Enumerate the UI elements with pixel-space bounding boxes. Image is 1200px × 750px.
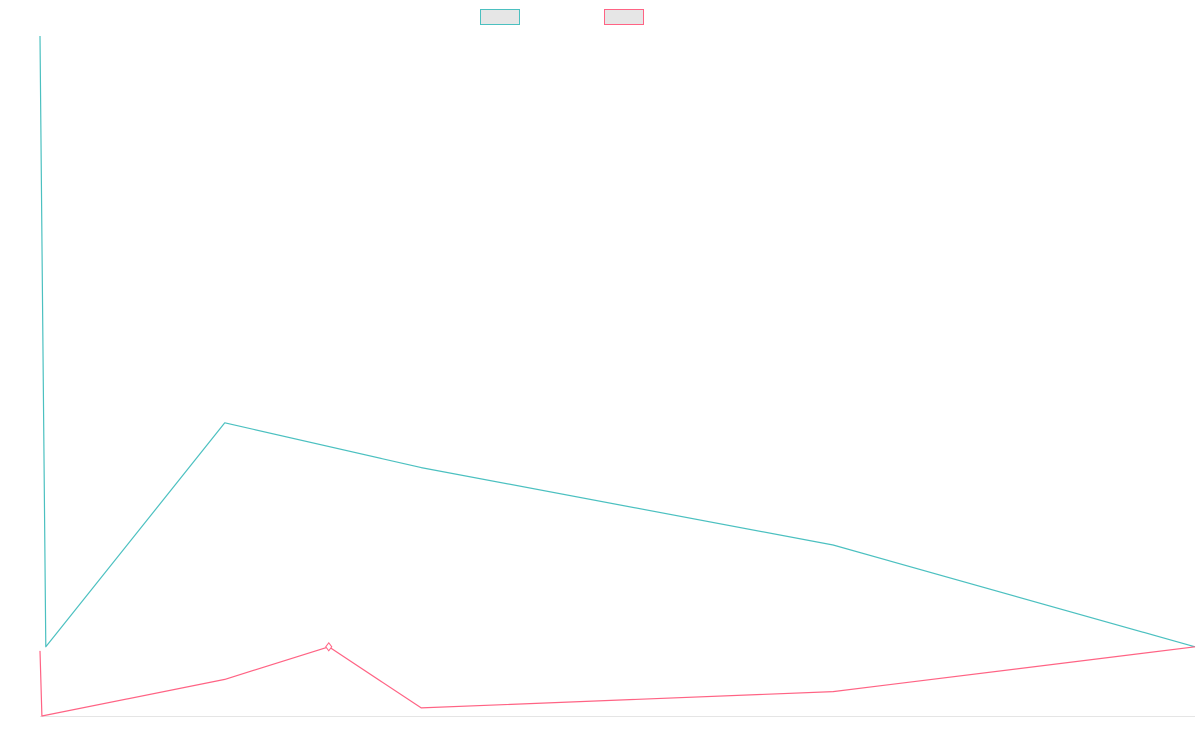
legend-swatch-series-2[interactable]	[604, 9, 644, 25]
series-2	[39, 646, 1196, 717]
legend	[0, 9, 1200, 27]
series-1	[39, 35, 1196, 648]
point-marker[interactable]	[325, 641, 333, 652]
series-2-line[interactable]	[39, 646, 1196, 717]
series-layer	[39, 35, 1196, 717]
series-1-line[interactable]	[39, 35, 1196, 648]
legend-swatch-series-1[interactable]	[480, 9, 520, 25]
